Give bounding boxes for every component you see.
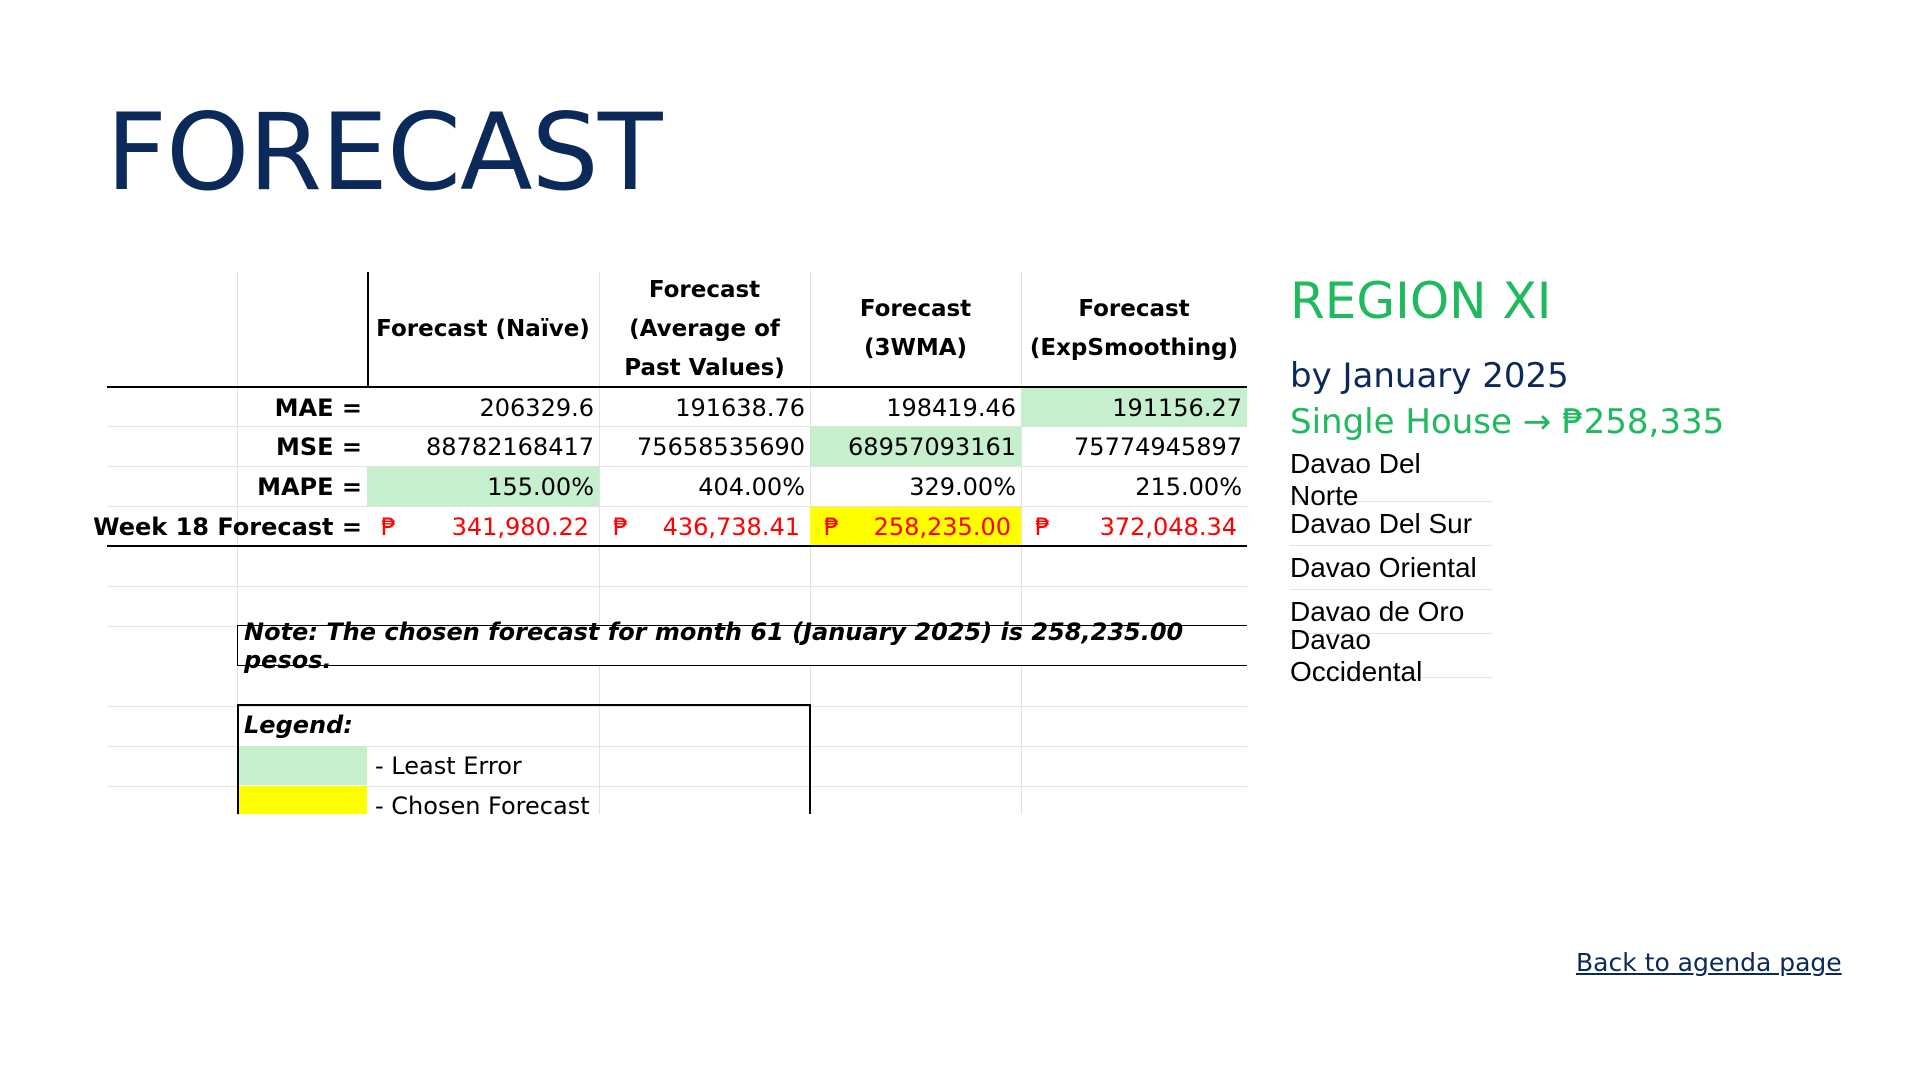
forecast-cell: ₱ 372,048.34: [1021, 507, 1247, 546]
forecast-table: Forecast (Naïve) Forecast (Average of Pa…: [93, 272, 1247, 820]
forecast-cell-chosen: ₱ 258,235.00: [810, 507, 1021, 546]
forecast-cell: ₱ 436,738.41: [599, 507, 810, 546]
list-item: Davao de Oro: [1290, 590, 1493, 634]
row-label-mae: MAE =: [274, 393, 362, 422]
province-list: Davao Del Norte Davao Del Sur Davao Orie…: [1290, 448, 1493, 687]
header-naive: Forecast (Naïve): [376, 315, 590, 342]
forecast-value: 372,048.34: [1099, 512, 1237, 541]
table-cell-least-error: 191156.27: [1021, 388, 1247, 427]
list-item: Davao Del Norte: [1290, 448, 1493, 511]
forecast-value: 258,235.00: [873, 512, 1011, 541]
peso-sign: ₱: [381, 512, 397, 541]
forecast-value: 436,738.41: [662, 512, 800, 541]
peso-sign: ₱: [824, 512, 840, 541]
page-title: FORECAST: [106, 91, 663, 214]
list-item: Davao Occidental: [1290, 624, 1493, 687]
legend-label-least-error: - Least Error: [375, 751, 522, 780]
table-cell: 329.00%: [909, 472, 1016, 501]
legend-label-chosen: - Chosen Forecast: [375, 791, 590, 820]
list-item: Davao Oriental: [1290, 546, 1493, 590]
table-cell: 75774945897: [1074, 432, 1242, 461]
forecast-value: 341,980.22: [451, 512, 589, 541]
table-cell: 404.00%: [698, 472, 805, 501]
header-expsmoothing: Forecast (ExpSmoothing): [1029, 296, 1239, 361]
back-to-agenda-link[interactable]: Back to agenda page: [1576, 948, 1842, 977]
row-label-forecast: Week 18 Forecast =: [93, 512, 362, 541]
table-cell: 206329.6: [479, 393, 594, 422]
note-text: Note: The chosen forecast for month 61 (…: [238, 618, 1247, 674]
header-average: Forecast (Average of Past Values): [624, 276, 785, 381]
forecast-date: by January 2025: [1290, 356, 1569, 396]
legend-title: Legend:: [244, 711, 353, 739]
peso-sign: ₱: [613, 512, 629, 541]
region-title: REGION XI: [1290, 272, 1552, 330]
header-3wma: Forecast (3WMA): [859, 296, 972, 361]
table-cell: 75658535690: [637, 432, 805, 461]
table-cell-least-error: 68957093161: [810, 427, 1021, 466]
table-cell-least-error: 155.00%: [367, 467, 599, 506]
single-house-forecast: Single House → ₱258,335: [1290, 402, 1725, 442]
legend-swatch-least-error: [239, 746, 367, 785]
peso-sign: ₱: [1035, 512, 1051, 541]
table-cell: 191638.76: [675, 393, 805, 422]
table-cell: 88782168417: [426, 432, 594, 461]
legend-swatch-chosen: [239, 786, 367, 814]
list-item: Davao Del Sur: [1290, 502, 1493, 546]
table-cell: 198419.46: [886, 393, 1016, 422]
row-label-mape: MAPE =: [257, 472, 362, 501]
table-cell: 215.00%: [1135, 472, 1242, 501]
row-label-mse: MSE =: [275, 432, 362, 461]
forecast-cell: ₱ 341,980.22: [367, 507, 599, 546]
